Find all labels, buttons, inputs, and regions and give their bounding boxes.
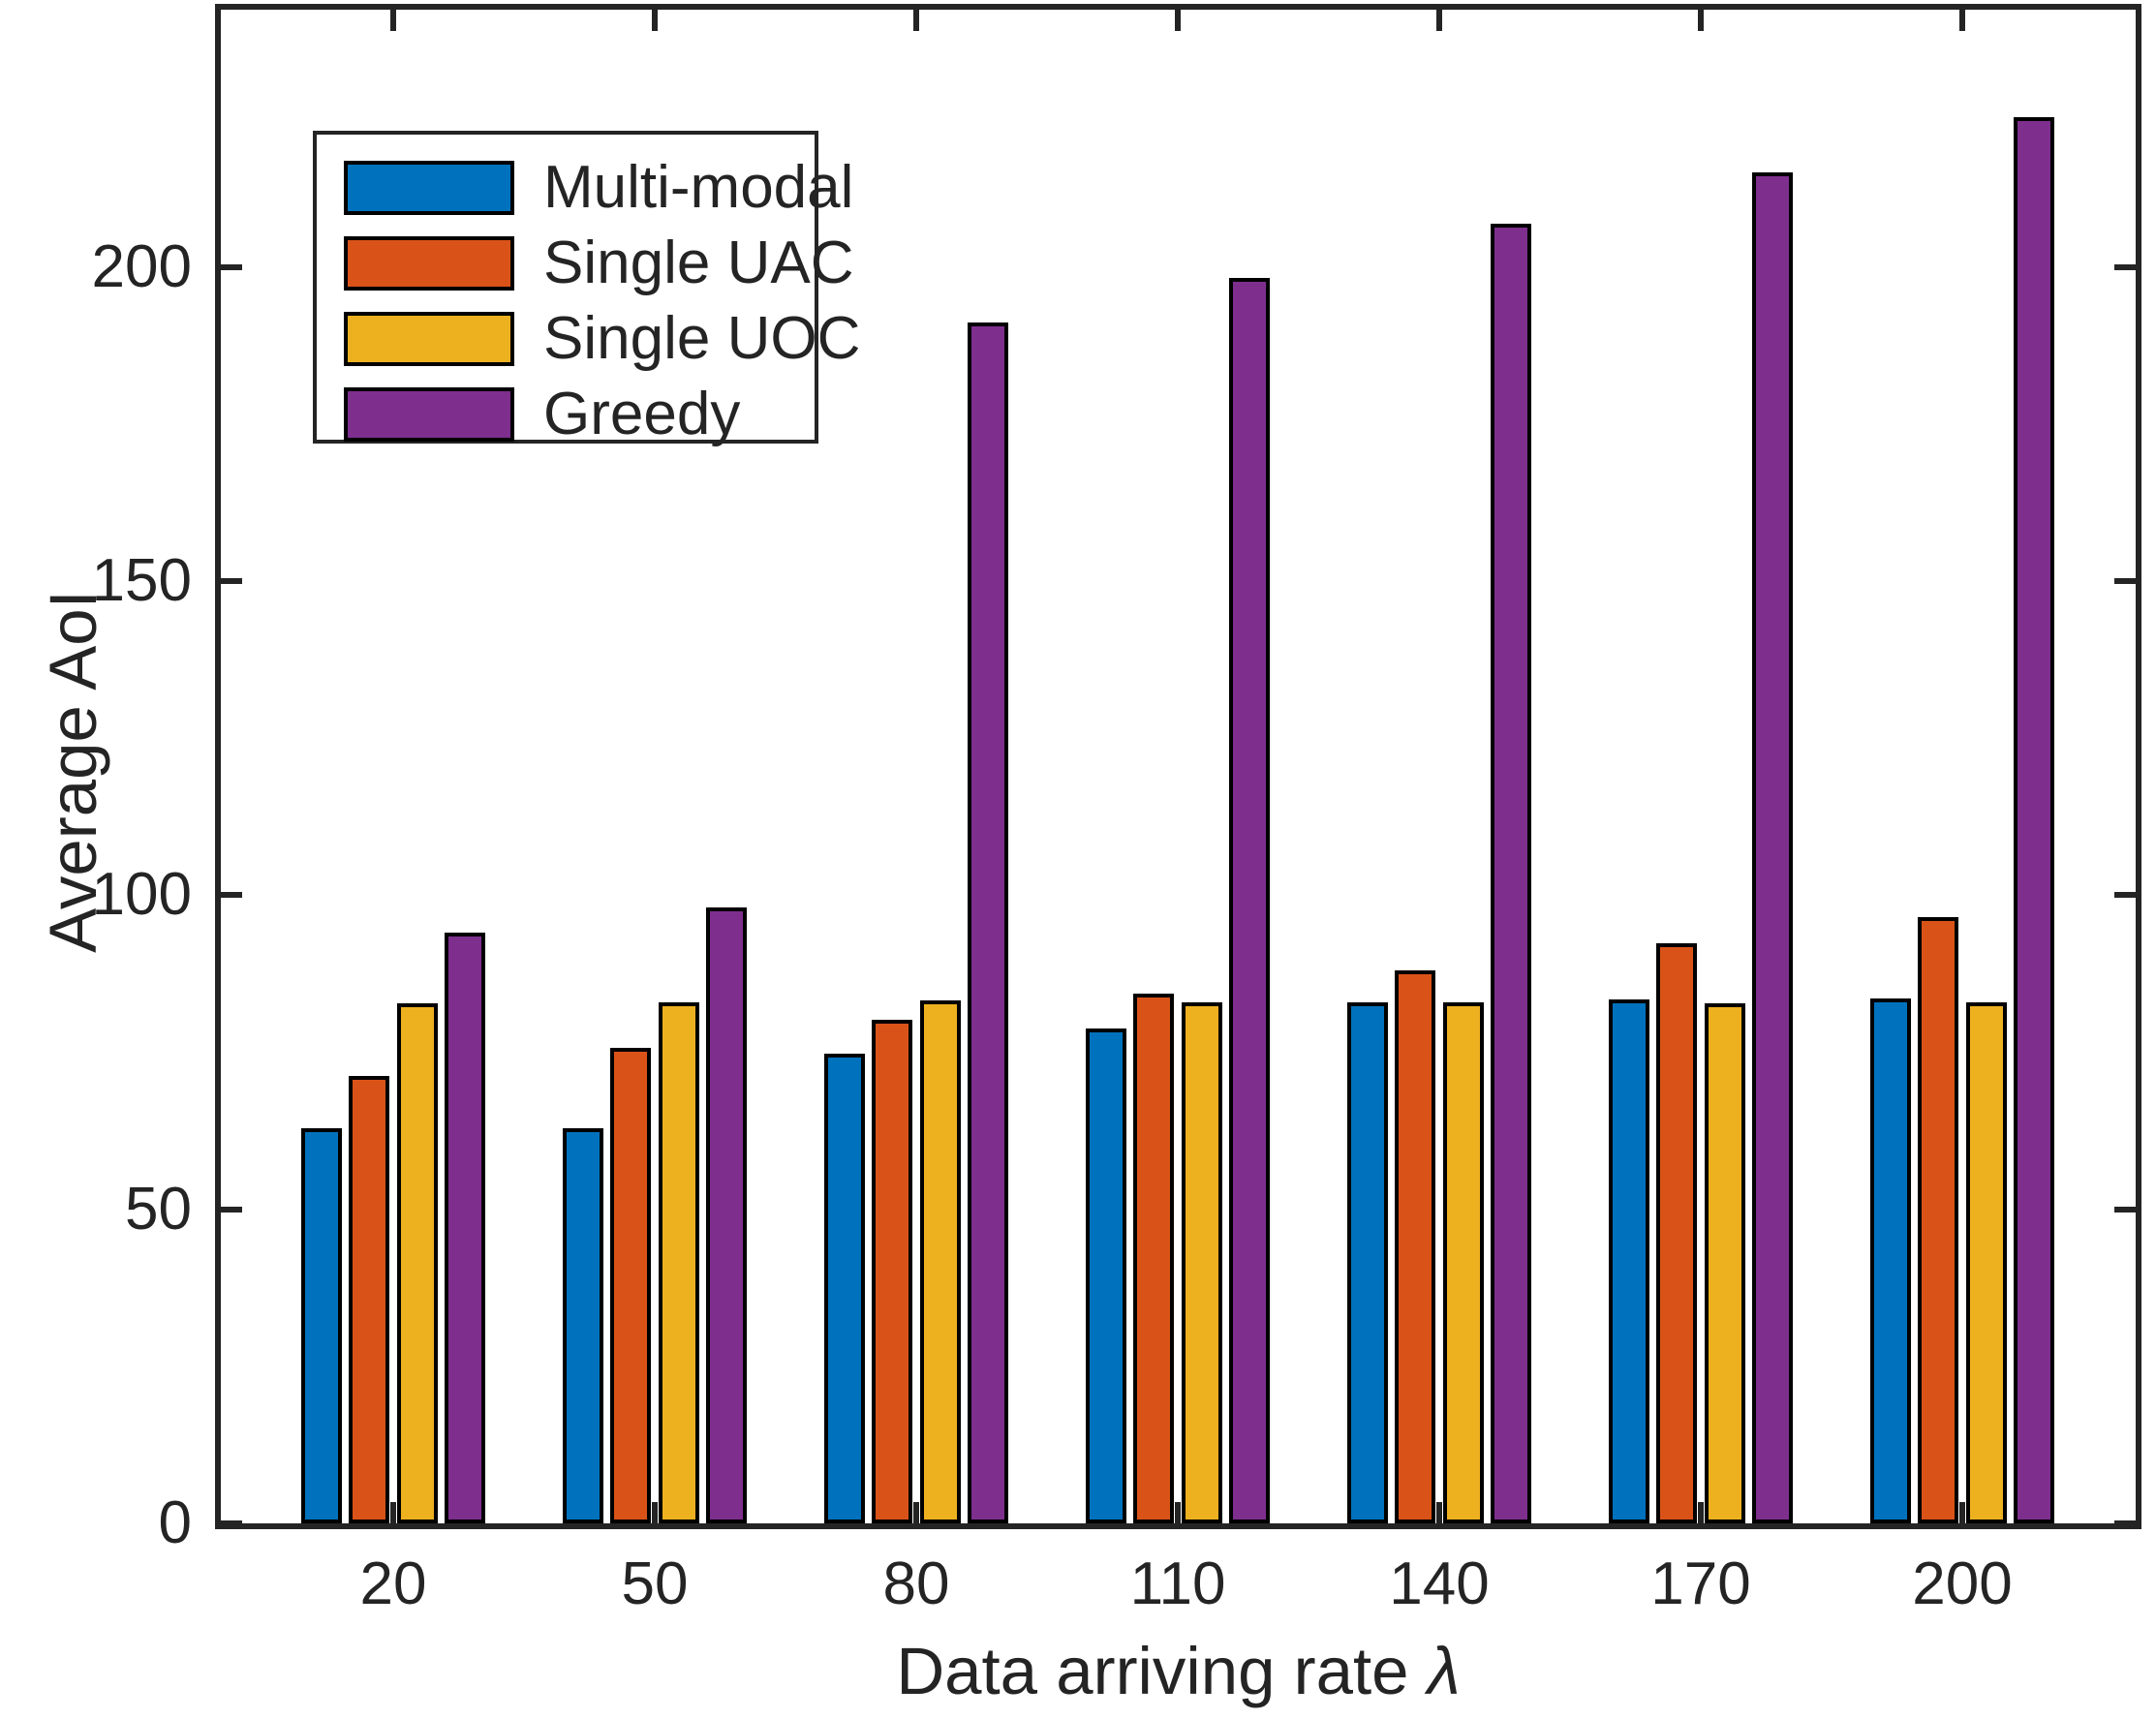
x-tick-label: 200 (1912, 1550, 2013, 1617)
bar-single-uac-x140 (1395, 970, 1435, 1523)
legend-swatch-multi-modal (344, 161, 514, 215)
legend-label: Single UOC (543, 305, 861, 372)
legend-item: Multi-modal (317, 150, 853, 226)
x-tick-label: 80 (882, 1550, 950, 1617)
y-tick-mark-right (2114, 264, 2136, 270)
y-tick-label: 150 (91, 547, 192, 614)
y-tick-mark-right (2114, 1520, 2136, 1526)
bar-greedy-x20 (445, 933, 485, 1523)
bar-greedy-x50 (706, 907, 747, 1523)
x-tick-mark-top (652, 10, 658, 31)
bar-multi-modal-x20 (301, 1128, 342, 1523)
x-tick-mark-top (1175, 10, 1181, 31)
x-tick-label: 50 (621, 1550, 689, 1617)
legend-label: Single UAC (543, 230, 854, 296)
y-tick-mark (221, 1520, 242, 1526)
bar-single-uoc-x140 (1443, 1002, 1484, 1523)
legend-label: Greedy (543, 381, 741, 447)
bar-multi-modal-x110 (1086, 1028, 1126, 1523)
bar-single-uoc-x170 (1705, 1003, 1745, 1523)
x-tick-mark (390, 1502, 396, 1523)
plot-inner (221, 10, 2136, 1526)
x-tick-label: 20 (359, 1550, 427, 1617)
x-tick-label: 140 (1389, 1550, 1490, 1617)
bar-single-uac-x200 (1918, 917, 1958, 1523)
bar-greedy-x140 (1491, 224, 1531, 1523)
y-tick-mark (221, 264, 242, 270)
bar-single-uoc-x110 (1182, 1002, 1222, 1523)
x-tick-label: 110 (1129, 1550, 1226, 1617)
bar-multi-modal-x170 (1609, 999, 1649, 1523)
y-tick-mark-right (2114, 578, 2136, 584)
x-axis-label-text: Data arriving rate (896, 1634, 1428, 1708)
bar-greedy-x110 (1229, 278, 1270, 1523)
bar-single-uoc-x200 (1966, 1002, 2007, 1523)
bar-multi-modal-x80 (824, 1054, 865, 1523)
bar-single-uoc-x50 (659, 1002, 699, 1523)
y-tick-mark (221, 892, 242, 898)
bar-greedy-x170 (1752, 172, 1793, 1523)
bar-multi-modal-x200 (1870, 998, 1911, 1523)
y-tick-label: 200 (91, 233, 192, 300)
legend-label: Multi-modal (543, 154, 854, 221)
x-tick-mark-top (1959, 10, 1965, 31)
y-tick-mark (221, 1207, 242, 1213)
legend-item: Greedy (317, 377, 815, 452)
plot-area (215, 4, 2141, 1529)
legend-swatch-greedy (344, 387, 514, 442)
x-tick-mark (1698, 1502, 1704, 1523)
x-tick-mark (1175, 1502, 1181, 1523)
x-tick-mark-top (1698, 10, 1704, 31)
legend-item: Single UAC (317, 226, 853, 301)
x-axis-label: Data arriving rate λ (221, 1633, 2136, 1709)
y-tick-label: 100 (91, 861, 192, 928)
legend-item: Single UOC (317, 301, 860, 377)
bar-multi-modal-x140 (1347, 1002, 1388, 1523)
y-tick-label: 50 (125, 1176, 192, 1243)
y-tick-mark-right (2114, 892, 2136, 898)
bar-single-uac-x20 (349, 1076, 389, 1523)
x-tick-mark-top (1436, 10, 1442, 31)
bar-single-uoc-x80 (920, 1000, 961, 1523)
bar-single-uac-x80 (872, 1020, 912, 1523)
x-tick-mark (1436, 1502, 1442, 1523)
legend: Multi-modal Single UAC Single UOC Greedy (313, 131, 860, 445)
bar-single-uac-x170 (1656, 943, 1697, 1523)
bar-single-uac-x110 (1133, 994, 1174, 1523)
y-tick-label: 0 (158, 1489, 192, 1556)
bar-greedy-x200 (2014, 117, 2054, 1523)
x-tick-mark (652, 1502, 658, 1523)
legend-swatch-single-uac (344, 236, 514, 291)
y-tick-mark-right (2114, 1207, 2136, 1213)
x-tick-label: 170 (1650, 1550, 1751, 1617)
x-tick-mark (913, 1502, 919, 1523)
y-tick-mark (221, 578, 242, 584)
bar-single-uoc-x20 (397, 1003, 438, 1523)
bar-multi-modal-x50 (563, 1128, 603, 1523)
bar-greedy-x80 (968, 322, 1008, 1523)
x-axis-label-lambda: λ (1427, 1634, 1461, 1708)
legend-swatch-single-uoc (344, 312, 514, 366)
x-tick-mark-top (390, 10, 396, 31)
x-tick-mark (1959, 1502, 1965, 1523)
x-tick-mark-top (913, 10, 919, 31)
bar-single-uac-x50 (610, 1048, 651, 1523)
